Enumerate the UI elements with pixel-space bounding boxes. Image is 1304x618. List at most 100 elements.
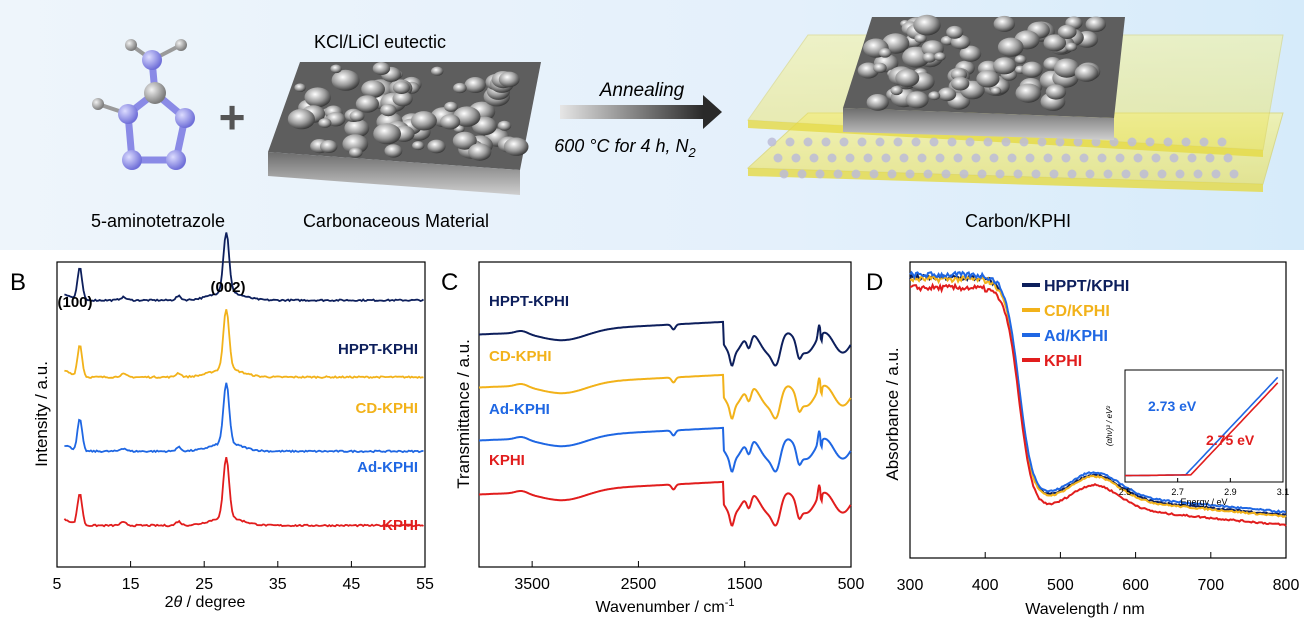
legend-entry: KPHI bbox=[1044, 353, 1082, 370]
layer-atom bbox=[1187, 153, 1197, 163]
ftir-label-ad-kphi: Ad-KPHI bbox=[489, 401, 550, 418]
panel-letter-d: D bbox=[866, 269, 883, 296]
series-label-kphi: KPHI bbox=[382, 517, 418, 534]
pore bbox=[452, 131, 477, 150]
pore bbox=[464, 77, 486, 93]
pore bbox=[895, 69, 920, 87]
pore bbox=[940, 35, 954, 46]
xrd-tick-label: 25 bbox=[195, 576, 213, 593]
layer-atom bbox=[887, 169, 897, 179]
ftir-xlabel: Wavenumber / cm-1 bbox=[596, 597, 735, 616]
pore bbox=[959, 45, 982, 62]
pore bbox=[1045, 84, 1067, 100]
pore bbox=[331, 69, 360, 91]
pore bbox=[444, 101, 458, 112]
pore bbox=[355, 95, 379, 113]
layer-atom bbox=[989, 153, 999, 163]
layer-atom bbox=[923, 169, 933, 179]
layer-atom bbox=[1157, 169, 1167, 179]
pore bbox=[342, 134, 369, 154]
inset-ylabel: (αhν)² / eV² bbox=[1105, 406, 1114, 446]
tauc-line bbox=[1125, 382, 1279, 477]
pore bbox=[468, 143, 492, 161]
product-label: Carbon/KPHI bbox=[965, 211, 1071, 231]
series-label-hppt-kphi: HPPT-KPHI bbox=[338, 341, 418, 358]
layer-atom bbox=[1121, 169, 1131, 179]
uvvis-legend: HPPT/KPHI CD/KPHI Ad/KPHI KPHI bbox=[1022, 278, 1129, 370]
pore bbox=[997, 37, 1024, 57]
pore bbox=[498, 71, 520, 88]
pore bbox=[1053, 58, 1080, 78]
pore bbox=[392, 81, 410, 94]
pore bbox=[503, 137, 529, 156]
pore bbox=[934, 52, 946, 61]
layer-atom bbox=[857, 137, 867, 147]
pore bbox=[913, 14, 941, 36]
layer-atom bbox=[791, 153, 801, 163]
layer-atom bbox=[1205, 153, 1215, 163]
uvvis-ylabel: Absorbance / a.u. bbox=[883, 347, 902, 480]
ftir-label-cd-kphi: CD-KPHI bbox=[489, 348, 552, 365]
layer-atom bbox=[1067, 169, 1077, 179]
layer-atom bbox=[833, 169, 843, 179]
layer-atom bbox=[1091, 137, 1101, 147]
pore bbox=[976, 70, 1000, 88]
inset-tick-label: 3.1 bbox=[1277, 487, 1290, 497]
pore bbox=[431, 66, 444, 76]
layer-atom bbox=[917, 153, 927, 163]
layer-atom bbox=[1097, 153, 1107, 163]
uvvis-chart: 300 400 500 600 700 800 HPPT/KPHI CD/KPHI Ad/KP… bbox=[883, 261, 1299, 618]
layer-atom bbox=[1103, 169, 1113, 179]
annealing-arrow bbox=[560, 95, 722, 129]
ftir-label-kphi: KPHI bbox=[489, 452, 525, 469]
layer-atom bbox=[881, 153, 891, 163]
xrd-tick-label: 55 bbox=[416, 576, 434, 593]
layer-atom bbox=[1079, 153, 1089, 163]
layer-atom bbox=[1175, 169, 1185, 179]
xrd-tick-label: 5 bbox=[53, 576, 62, 593]
layer-atom bbox=[1145, 137, 1155, 147]
pore bbox=[993, 15, 1015, 32]
pore bbox=[990, 86, 1002, 95]
layer-atom bbox=[1211, 169, 1221, 179]
panel-letter-c: C bbox=[441, 269, 458, 296]
pore bbox=[905, 91, 929, 109]
pore bbox=[922, 52, 937, 63]
uvvis-xlabel: Wavelength / nm bbox=[1025, 601, 1144, 618]
pore bbox=[349, 147, 363, 158]
pore bbox=[1085, 16, 1107, 32]
pore bbox=[287, 108, 315, 130]
peak-label-100: (100) bbox=[57, 294, 92, 311]
pore bbox=[1074, 64, 1099, 82]
pore bbox=[384, 144, 403, 158]
pore bbox=[882, 33, 910, 54]
inset-tick-label: 2.5 bbox=[1119, 487, 1132, 497]
carbonaceous-material-illustration bbox=[268, 62, 541, 195]
layer-atom bbox=[1013, 169, 1023, 179]
ftir-chart: 3500 2500 1500 500 HPPT-KPHI CD-KPHI Ad-KPH… bbox=[454, 261, 864, 616]
layer-atom bbox=[1085, 169, 1095, 179]
layer-atom bbox=[1199, 137, 1209, 147]
pore bbox=[318, 118, 332, 128]
pore bbox=[1015, 83, 1042, 103]
layer-atom bbox=[863, 153, 873, 163]
layer-atom bbox=[1049, 169, 1059, 179]
layer-atom bbox=[941, 169, 951, 179]
ftir-label-hppt-kphi: HPPT-KPHI bbox=[489, 293, 569, 310]
layer-atom bbox=[911, 137, 921, 147]
plus-symbol: + bbox=[219, 91, 246, 143]
layer-atom bbox=[893, 137, 903, 147]
layer-atom bbox=[1055, 137, 1065, 147]
ftir-series-line bbox=[479, 320, 852, 367]
xrd-series-line bbox=[63, 457, 424, 528]
pore bbox=[320, 140, 338, 153]
pore bbox=[873, 62, 887, 73]
pore bbox=[440, 114, 461, 130]
layer-atom bbox=[965, 137, 975, 147]
pore bbox=[380, 104, 397, 117]
pore bbox=[1021, 61, 1043, 78]
pore bbox=[497, 120, 512, 131]
layer-atom bbox=[809, 153, 819, 163]
layer-atom bbox=[815, 169, 825, 179]
